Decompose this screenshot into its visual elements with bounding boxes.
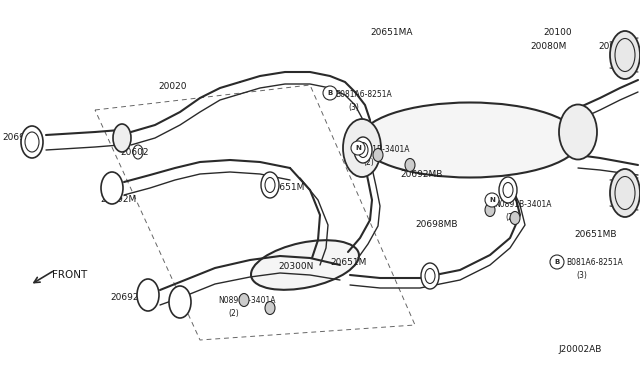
Text: (3): (3): [576, 271, 587, 280]
Text: B: B: [554, 259, 559, 265]
Text: N: N: [355, 145, 361, 151]
Ellipse shape: [559, 105, 597, 160]
Text: 20080M: 20080M: [530, 42, 566, 51]
Text: (3): (3): [348, 103, 359, 112]
Ellipse shape: [405, 158, 415, 171]
Ellipse shape: [343, 119, 381, 177]
Text: B: B: [328, 90, 333, 96]
Text: 20651M: 20651M: [268, 183, 305, 192]
Ellipse shape: [261, 172, 279, 198]
Ellipse shape: [169, 286, 191, 318]
Text: 20020: 20020: [158, 82, 186, 91]
Circle shape: [550, 255, 564, 269]
Ellipse shape: [485, 203, 495, 217]
Text: B081A6-8251A: B081A6-8251A: [335, 90, 392, 99]
Text: N0891B-3401A: N0891B-3401A: [218, 296, 275, 305]
Text: B081A6-8251A: B081A6-8251A: [566, 258, 623, 267]
Text: 20100: 20100: [543, 28, 572, 37]
Text: 20080N: 20080N: [598, 42, 634, 51]
Ellipse shape: [360, 103, 580, 177]
Text: 20692MB: 20692MB: [400, 170, 442, 179]
Text: J20002AB: J20002AB: [558, 345, 602, 354]
Circle shape: [351, 141, 365, 155]
Ellipse shape: [421, 263, 439, 289]
Text: 20651MB: 20651MB: [574, 230, 616, 239]
Ellipse shape: [101, 172, 123, 204]
Text: 20651M: 20651M: [330, 258, 366, 267]
Text: (2): (2): [363, 158, 374, 167]
Ellipse shape: [610, 169, 640, 217]
Ellipse shape: [251, 240, 359, 290]
Ellipse shape: [265, 301, 275, 314]
Text: 20692M: 20692M: [2, 133, 38, 142]
Ellipse shape: [499, 177, 517, 203]
Circle shape: [323, 86, 337, 100]
Text: N0891B-3401A: N0891B-3401A: [494, 200, 552, 209]
Ellipse shape: [354, 137, 372, 163]
Text: (2): (2): [505, 213, 516, 222]
Text: 20692M: 20692M: [100, 195, 136, 204]
Text: (2): (2): [228, 309, 239, 318]
Ellipse shape: [373, 148, 383, 161]
Text: N0891B-3401A: N0891B-3401A: [352, 145, 410, 154]
Text: FRONT: FRONT: [52, 270, 87, 280]
Ellipse shape: [239, 294, 249, 307]
Ellipse shape: [113, 124, 131, 152]
Text: 20651MA: 20651MA: [370, 28, 413, 37]
Ellipse shape: [510, 212, 520, 224]
Text: 20300N: 20300N: [278, 262, 314, 271]
Ellipse shape: [137, 279, 159, 311]
Text: 20602: 20602: [120, 148, 148, 157]
Ellipse shape: [610, 31, 640, 79]
Text: N: N: [489, 197, 495, 203]
Text: 20698MB: 20698MB: [415, 220, 458, 229]
Text: 20692MA: 20692MA: [110, 293, 152, 302]
Circle shape: [485, 193, 499, 207]
Ellipse shape: [21, 126, 43, 158]
